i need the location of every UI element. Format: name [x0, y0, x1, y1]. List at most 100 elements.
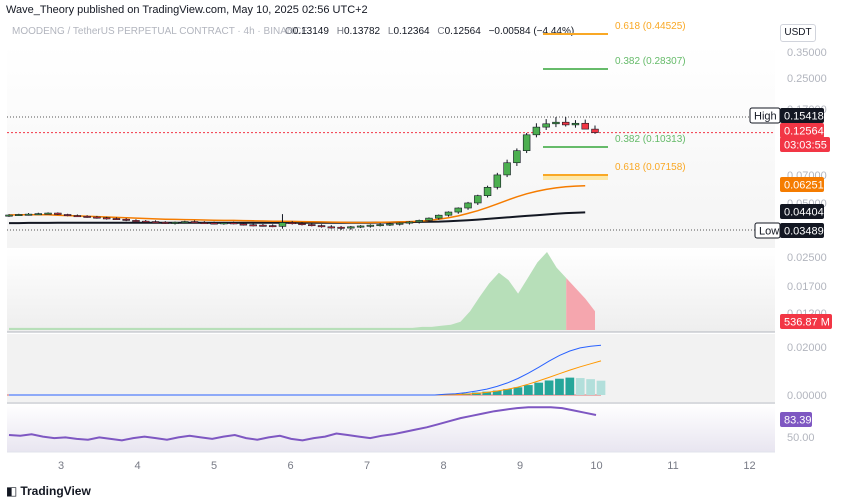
ema-fast-label-text: 0.06251: [784, 180, 824, 192]
candle-body: [15, 214, 23, 216]
rsi-line: [8, 406, 597, 442]
x-tick-label: 8: [440, 460, 446, 472]
candle-body: [464, 202, 472, 209]
candle-body: [102, 217, 111, 220]
volume-value-label-text: 536.87 M: [784, 317, 830, 329]
low-tag-text: Low: [759, 226, 779, 238]
candle-body: [493, 174, 502, 188]
x-tick-label: 12: [743, 460, 755, 472]
candle-body: [239, 223, 248, 226]
high-price-label: 0.15418: [780, 108, 824, 123]
volume-area-up: [9, 252, 567, 330]
candle-body: [386, 223, 394, 226]
high-tag: High: [749, 107, 781, 124]
candle-body: [220, 222, 228, 225]
candle-body: [308, 224, 316, 227]
candle-body: [5, 214, 13, 217]
tradingview-logo-icon: ◧: [6, 484, 18, 498]
y-tick-label: 0.25000: [787, 73, 827, 85]
candle-body: [259, 224, 267, 227]
macd-line: [9, 344, 602, 396]
candle-body: [132, 220, 140, 222]
candle-body: [327, 226, 336, 229]
macd-tick-label: 0.00000: [787, 390, 827, 402]
candle-body: [395, 222, 404, 225]
high-label: H: [336, 26, 344, 37]
candle-body: [356, 225, 365, 228]
ema-fast-line: [8, 184, 586, 224]
candle-body: [142, 220, 150, 223]
macd-histogram-bar: [534, 382, 544, 395]
macd-histogram-bar: [482, 391, 492, 395]
macd-histogram-bar: [523, 385, 533, 395]
ema-fast-label-bg: [780, 177, 824, 192]
rsi-value-label: 83.39: [780, 412, 812, 427]
ema-slow-label: 0.04404: [780, 204, 824, 219]
x-tick-label: 4: [134, 460, 140, 472]
macd-tick-label: 0.02000: [787, 342, 827, 354]
countdown-label: 03:03:55: [780, 137, 830, 152]
rsi-value-label-bg: [780, 412, 812, 427]
candle-body: [73, 215, 82, 218]
candle-body: [552, 121, 560, 125]
volume-pane-bg: [7, 248, 775, 332]
macd-histogram-bar: [503, 389, 512, 395]
candle-body: [298, 223, 306, 226]
x-tick-label: 7: [364, 460, 370, 472]
currency-button[interactable]: USDT: [780, 24, 816, 42]
change-value: −0.00584 (−4.44%): [488, 26, 575, 37]
candle-body: [181, 221, 189, 224]
candle-body: [454, 207, 462, 213]
low-tag: Low: [754, 222, 781, 239]
candle-body: [249, 224, 257, 227]
x-tick-label: 9: [517, 460, 523, 472]
fib-level-label: 0.618 (0.44525): [615, 21, 686, 32]
candle-body: [522, 134, 531, 152]
candle-body: [444, 211, 453, 216]
fib-level-label: 0.382 (0.28307): [615, 56, 686, 67]
countdown-label-text: 03:03:55: [784, 140, 827, 152]
low-label: L: [387, 26, 394, 37]
volume-value-label-bg: [780, 314, 832, 329]
candle-body: [161, 222, 169, 224]
low-price-label-text: 0.03489: [784, 226, 824, 238]
candle-body: [24, 213, 33, 216]
macd-histogram-bar: [555, 378, 564, 395]
low-price-label: 0.03489: [780, 223, 824, 238]
candle-body: [44, 212, 52, 215]
high-value: 0.13782: [343, 26, 381, 37]
candle-body: [278, 222, 287, 227]
main-pane-bg: [7, 44, 775, 248]
candle-body: [112, 218, 121, 220]
candle-body: [513, 150, 521, 164]
macd-histogram-bar: [513, 387, 523, 395]
macd-histogram-bar: [544, 380, 554, 395]
rsi-pane-bg: [7, 404, 775, 452]
last-price-label: 0.12564: [780, 123, 824, 138]
candle-body: [435, 214, 443, 219]
macd-histogram-bar: [586, 379, 595, 395]
countdown-label-bg: [780, 137, 830, 152]
candle-body: [317, 225, 326, 228]
candle-body: [229, 222, 238, 225]
x-tick-label: 5: [211, 460, 217, 472]
y-tick-label: 0.35000: [787, 47, 827, 59]
low-value: 0.12364: [393, 26, 430, 37]
x-tick-label: 10: [590, 460, 602, 472]
last-price-label-bg: [780, 123, 824, 138]
macd-histogram-bar: [575, 378, 585, 395]
macd-histogram-bar: [492, 390, 502, 395]
open-label: O: [285, 26, 293, 37]
candle-body: [405, 221, 414, 224]
candle-body: [210, 222, 218, 225]
candle-body: [376, 224, 384, 227]
x-tick-label: 11: [667, 460, 678, 472]
ema-slow-label-bg: [780, 204, 824, 219]
tradingview-footer: ◧ TradingView: [6, 484, 91, 498]
candle-body: [542, 123, 550, 128]
high-price-label-bg: [780, 108, 824, 123]
y-tick-label: 0.02500: [787, 252, 827, 264]
candle-body: [503, 162, 511, 176]
candle-body: [532, 126, 541, 136]
